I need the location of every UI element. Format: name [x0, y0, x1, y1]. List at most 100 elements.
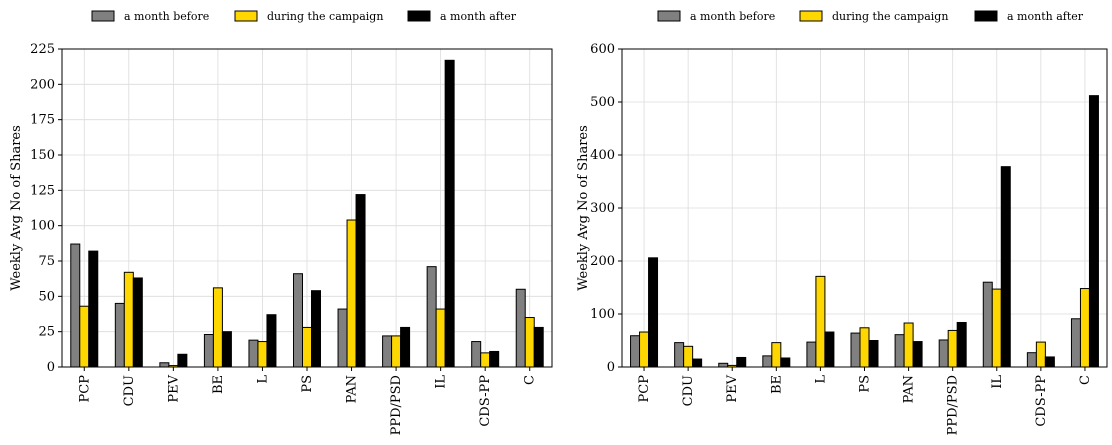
bar-a-month-before-PS — [293, 273, 303, 368]
bar-during-the-campaign-PS — [302, 326, 312, 368]
x-tick-label: IL — [990, 375, 1005, 389]
y-tick-label: 50 — [38, 289, 55, 304]
x-tick-label: PCP — [77, 375, 92, 403]
bar-a-month-after-PS — [311, 290, 321, 368]
legend-swatch — [91, 10, 115, 22]
bar-a-month-before-PEV — [159, 362, 170, 368]
legend-label: a month after — [1007, 10, 1084, 23]
x-tick-label: PAN — [902, 375, 917, 403]
bar-a-month-after-IL — [444, 59, 455, 368]
x-tick-label: L — [255, 375, 270, 384]
x-tick-label: CDU — [681, 375, 696, 406]
legend-label: a month before — [124, 10, 209, 23]
x-tick-label: L — [813, 375, 828, 384]
y-tick-label: 200 — [590, 254, 615, 269]
bar-during-the-campaign-PAN — [903, 322, 914, 368]
bar-a-month-before-L — [806, 341, 817, 368]
y-tick-label: 200 — [30, 77, 55, 92]
bar-a-month-after-BE — [221, 331, 232, 368]
bar-during-the-campaign-CDSPP — [480, 352, 491, 368]
bar-a-month-before-IL — [982, 281, 993, 368]
x-tick-label: PPD/PSD — [389, 375, 404, 435]
chart-panel-1: 0 25 50 75 100 125 150 175 200 225 PCP CDU PEV BE L PS P… — [9, 10, 553, 435]
legend: a month before during the campaign a month… — [91, 10, 517, 23]
bar-a-month-before-PPDPSD — [938, 339, 949, 368]
bar-during-the-campaign-C — [1079, 288, 1090, 368]
bar-during-the-campaign-C — [524, 317, 535, 368]
bar-a-month-before-PAN — [337, 308, 348, 368]
legend-swatch — [974, 10, 998, 22]
bar-a-month-after-PPDPSD — [956, 321, 967, 368]
y-axis-label: Weekly Avg No of Shares — [576, 125, 591, 291]
bar-during-the-campaign-L — [257, 341, 268, 368]
x-tick-label: PCP — [637, 375, 652, 403]
bar-a-month-before-PEV — [718, 362, 729, 368]
y-tick-label: 175 — [30, 113, 55, 128]
bar-during-the-campaign-PPDPSD — [947, 329, 958, 368]
y-tick-label: 100 — [590, 307, 615, 322]
legend-swatch — [407, 10, 431, 22]
y-tick-label: 0 — [47, 360, 55, 375]
bar-a-month-before-CDU — [674, 342, 685, 368]
x-tick-label: PEV — [725, 374, 740, 402]
x-tick-label: PEV — [166, 374, 181, 402]
legend-label: a month before — [690, 10, 775, 23]
bar-a-month-before-PS — [850, 332, 861, 368]
bar-a-month-before-BE — [203, 333, 214, 368]
bar-a-month-after-PAN — [912, 341, 923, 368]
bar-a-month-before-IL — [426, 266, 437, 368]
bar-during-the-campaign-IL — [991, 288, 1002, 368]
bar-during-the-campaign-BE — [212, 287, 223, 368]
bar-a-month-before-PCP — [70, 243, 81, 368]
bar-a-month-before-PPDPSD — [382, 335, 393, 368]
bar-a-month-after-C — [1088, 95, 1099, 368]
legend-swatch — [234, 10, 258, 22]
bar-during-the-campaign-CDU — [683, 345, 694, 368]
x-tick-label: BE — [769, 375, 784, 394]
bar-a-month-after-PCP — [648, 257, 659, 368]
bar-during-the-campaign-CDSPP — [1035, 341, 1046, 368]
y-tick-label: 400 — [590, 148, 615, 163]
bar-during-the-campaign-L — [815, 275, 826, 368]
bar-a-month-before-CDU — [114, 302, 125, 368]
x-tick-label: CDS-PP — [1034, 375, 1049, 427]
bar-during-the-campaign-PPDPSD — [391, 335, 402, 368]
bar-a-month-before-PAN — [894, 334, 905, 368]
bar-a-month-before-C — [515, 288, 526, 368]
bar-during-the-campaign-PCP — [79, 305, 90, 368]
bar-a-month-after-C — [533, 326, 544, 368]
bar-during-the-campaign-IL — [435, 308, 446, 368]
bar-a-month-after-CDU — [132, 277, 143, 368]
bar-during-the-campaign-PS — [859, 327, 870, 368]
legend: a month before during the campaign a month… — [657, 10, 1084, 23]
x-tick-label: PPD/PSD — [946, 375, 961, 435]
y-tick-label: 300 — [590, 201, 615, 216]
x-tick-label: BE — [211, 375, 226, 394]
bar-a-month-after-PPDPSD — [400, 326, 411, 368]
bar-a-month-after-PEV — [177, 353, 188, 368]
y-tick-label: 125 — [30, 183, 55, 198]
bar-a-month-before-L — [248, 339, 259, 368]
y-tick-label: 600 — [590, 42, 615, 57]
bar-a-month-after-CDSPP — [489, 350, 500, 368]
y-tick-label: 150 — [30, 148, 55, 163]
x-tick-label: PAN — [345, 375, 360, 403]
y-tick-label: 25 — [38, 325, 55, 340]
x-tick-label: C — [1078, 375, 1093, 385]
x-tick-label: CDU — [122, 375, 137, 406]
y-tick-label: 0 — [607, 360, 615, 375]
y-tick-label: 225 — [30, 42, 55, 57]
bar-a-month-after-CDSPP — [1044, 356, 1055, 368]
bar-a-month-after-PCP — [88, 250, 99, 368]
y-tick-label: 500 — [590, 95, 615, 110]
bar-a-month-before-C — [1070, 318, 1081, 368]
bar-a-month-after-IL — [1000, 166, 1011, 368]
bar-a-month-after-L — [266, 314, 277, 368]
bar-a-month-before-CDSPP — [471, 341, 482, 368]
bar-during-the-campaign-PCP — [639, 331, 650, 368]
bar-a-month-after-BE — [780, 357, 791, 368]
bar-a-month-after-PS — [868, 340, 879, 368]
y-axis-label: Weekly Avg No of Shares — [9, 125, 24, 291]
x-tick-label: PS — [858, 375, 873, 393]
bar-a-month-after-PAN — [355, 194, 366, 368]
